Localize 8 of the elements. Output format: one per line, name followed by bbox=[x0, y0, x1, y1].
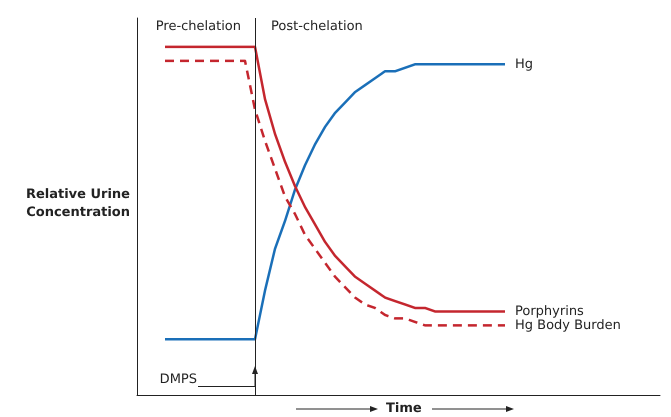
series-label: Hg Body Burden bbox=[515, 318, 621, 333]
text: Post-chelation bbox=[271, 19, 363, 34]
x-axis-title: Time bbox=[386, 401, 422, 416]
series-label: Porphyrins bbox=[515, 304, 584, 319]
series-label: Hg bbox=[515, 56, 534, 72]
text: DMPS bbox=[160, 372, 198, 387]
text: Pre-chelation bbox=[156, 19, 242, 34]
y-axis-title: Relative Urine Concentration bbox=[24, 186, 130, 222]
